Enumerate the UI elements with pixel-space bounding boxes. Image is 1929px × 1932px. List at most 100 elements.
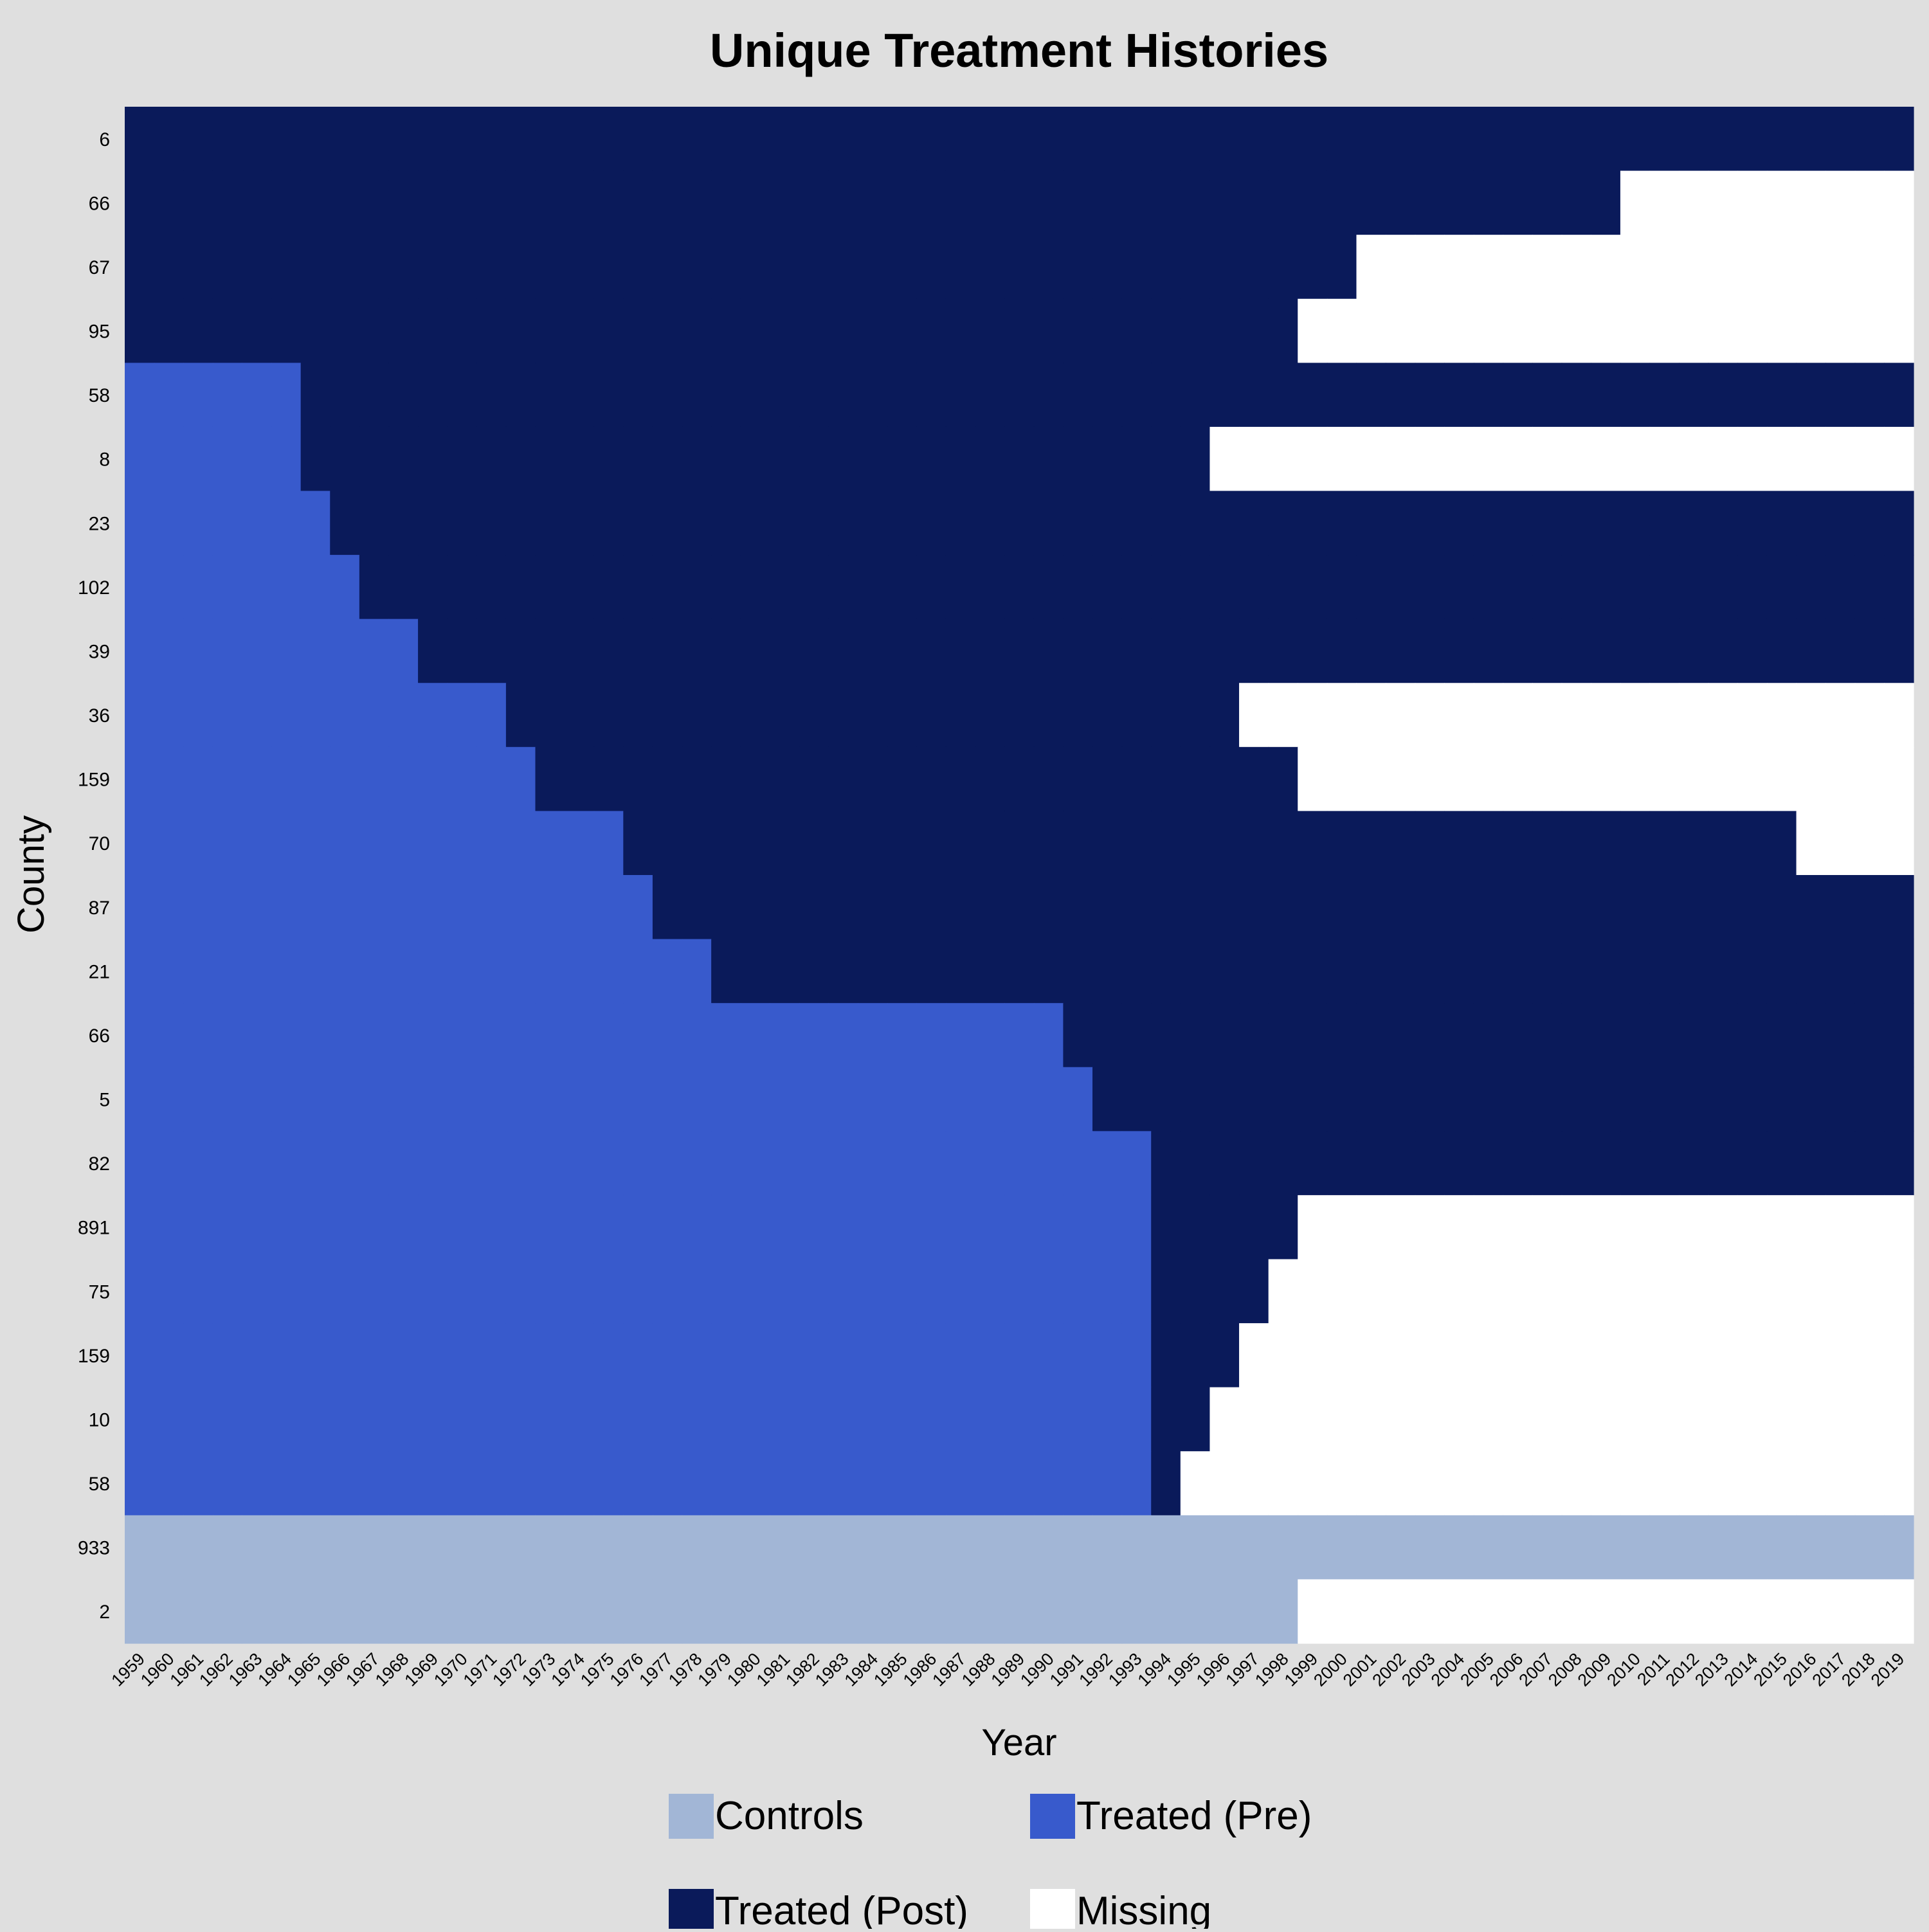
heatmap-cell <box>388 1323 419 1388</box>
heatmap-cell <box>447 170 477 235</box>
heatmap-cell <box>212 1131 243 1196</box>
heatmap-cell <box>1503 170 1533 235</box>
heatmap-cell <box>593 939 624 1004</box>
y-tick-label: 87 <box>89 898 110 919</box>
heatmap-cell <box>271 811 302 876</box>
heatmap-cell <box>1620 746 1651 812</box>
heatmap-cell <box>1063 1131 1093 1196</box>
heatmap-cell <box>242 1451 272 1516</box>
heatmap-cell <box>1473 1579 1504 1644</box>
heatmap-cell <box>1649 491 1680 555</box>
heatmap-cell <box>1327 298 1357 363</box>
heatmap-cell <box>1649 1451 1680 1516</box>
heatmap-cell <box>1386 107 1416 172</box>
heatmap-cell <box>1415 1131 1445 1196</box>
heatmap-cell <box>1679 939 1709 1004</box>
heatmap-cell <box>623 235 653 300</box>
heatmap-cell <box>1327 939 1357 1004</box>
heatmap-cell <box>623 939 653 1004</box>
heatmap-cell <box>359 1067 390 1132</box>
heatmap-cell <box>682 298 712 363</box>
heatmap-cell <box>1591 1131 1621 1196</box>
heatmap-cell <box>183 1323 213 1388</box>
heatmap-cell <box>183 1067 213 1132</box>
heatmap-cell <box>858 555 888 620</box>
heatmap-cell <box>1209 555 1240 620</box>
heatmap-cell <box>1825 298 1856 363</box>
heatmap-cell <box>799 555 829 620</box>
heatmap-cell <box>1737 875 1768 940</box>
heatmap-cell <box>505 555 536 620</box>
heatmap-cell <box>975 1323 1005 1388</box>
heatmap-cell <box>359 683 390 748</box>
heatmap-cell <box>330 1003 360 1068</box>
heatmap-cell <box>447 491 477 555</box>
heatmap-cell <box>623 683 653 748</box>
heatmap-cell <box>447 1195 477 1260</box>
heatmap-cell <box>652 618 683 683</box>
heatmap-cell <box>1180 298 1211 363</box>
heatmap-cell <box>1825 1387 1856 1452</box>
y-tick-label: 891 <box>78 1218 110 1239</box>
heatmap-cell <box>1591 1003 1621 1068</box>
heatmap-cell <box>1004 1515 1035 1580</box>
heatmap-cell <box>858 1003 888 1068</box>
heatmap-cell <box>271 1003 302 1068</box>
heatmap-cell <box>1386 618 1416 683</box>
heatmap-cell <box>418 170 448 235</box>
heatmap-cell <box>1473 618 1504 683</box>
heatmap-cell <box>858 491 888 555</box>
heatmap-cell <box>1591 683 1621 748</box>
heatmap-cell <box>1386 491 1416 555</box>
y-tick-label: 36 <box>89 705 110 727</box>
heatmap-cell <box>1737 1131 1768 1196</box>
heatmap-cell <box>1444 683 1474 748</box>
heatmap-cell <box>711 491 741 555</box>
heatmap-cell <box>711 1579 741 1644</box>
heatmap-cell <box>916 683 946 748</box>
heatmap-cell <box>1386 1195 1416 1260</box>
heatmap-cell <box>1473 811 1504 876</box>
heatmap-cell <box>1532 1579 1562 1644</box>
y-tick-label: 10 <box>89 1409 110 1431</box>
heatmap-cell <box>359 1259 390 1324</box>
heatmap-cell <box>1298 939 1328 1004</box>
heatmap-cell <box>945 618 976 683</box>
heatmap-cell <box>565 1451 595 1516</box>
heatmap-cell <box>1327 875 1357 940</box>
heatmap-cell <box>1121 618 1152 683</box>
heatmap-cell <box>1679 1259 1709 1324</box>
heatmap-cell <box>418 107 448 172</box>
heatmap-cell <box>1033 939 1064 1004</box>
heatmap-cell <box>623 1067 653 1132</box>
heatmap-cell <box>799 1515 829 1580</box>
heatmap-cell <box>1620 1451 1651 1516</box>
heatmap-cell <box>447 1579 477 1644</box>
heatmap-cell <box>212 1259 243 1324</box>
heatmap-cell <box>652 1003 683 1068</box>
heatmap-cell <box>1766 1259 1797 1324</box>
heatmap-cell <box>535 618 565 683</box>
heatmap-cell <box>418 1579 448 1644</box>
heatmap-cell <box>799 1259 829 1324</box>
heatmap-cell <box>799 298 829 363</box>
heatmap-cell <box>212 1579 243 1644</box>
heatmap-cell <box>1092 555 1123 620</box>
heatmap-cell <box>242 1387 272 1452</box>
heatmap-cell <box>1356 875 1386 940</box>
heatmap-cell <box>535 426 565 492</box>
heatmap-cell <box>330 298 360 363</box>
heatmap-cell <box>1825 875 1856 940</box>
heatmap-cell <box>593 1451 624 1516</box>
heatmap-cell <box>1356 1387 1386 1452</box>
heatmap-cell <box>623 426 653 492</box>
heatmap-cell <box>330 491 360 555</box>
heatmap-cell <box>945 170 976 235</box>
heatmap-cell <box>212 746 243 812</box>
heatmap-cell <box>1532 170 1562 235</box>
heatmap-cell <box>271 939 302 1004</box>
heatmap-cell <box>1004 426 1035 492</box>
heatmap-cell <box>183 1579 213 1644</box>
heatmap-cell <box>1386 939 1416 1004</box>
heatmap-cell <box>1796 1003 1826 1068</box>
